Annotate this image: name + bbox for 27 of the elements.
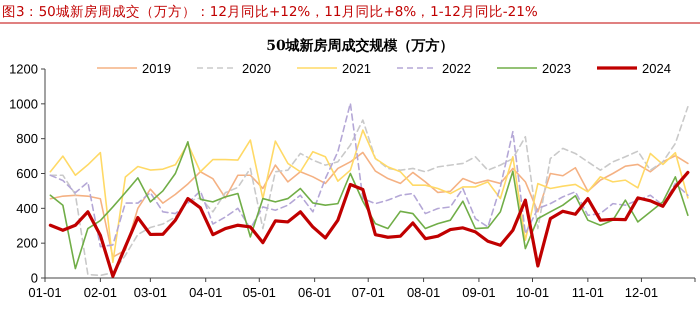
x-tick-label: 03-01: [134, 285, 167, 300]
x-tick-label: 07-01: [352, 285, 385, 300]
y-tick-label: 200: [16, 236, 38, 251]
y-tick-label: 0: [30, 270, 38, 286]
y-tick-label: 1000: [9, 96, 38, 112]
y-tick-label: 600: [16, 166, 38, 181]
x-tick-label: 06-01: [298, 285, 332, 300]
x-tick-label: 05-01: [242, 285, 276, 300]
legend-label: 2019: [142, 61, 171, 76]
x-tick-label: 11-01: [572, 285, 604, 300]
y-tick-label: 800: [16, 131, 38, 146]
chart-title: 图3：50城新房周成交（万方）：12月同比+12%，11月同比+8%，1-12月同比-21%: [2, 4, 538, 20]
x-tick-label: 12-01: [624, 285, 658, 300]
legend-label: 2023: [542, 61, 571, 76]
legend-label: 2022: [442, 61, 471, 76]
x-tick-label: 10-01: [516, 285, 550, 300]
x-tick-label: 02-01: [84, 285, 117, 300]
chart-subtitle: 50城新房周成交规模（万方）: [266, 37, 454, 54]
legend-label: 2020: [242, 61, 271, 76]
x-tick-label: 08-01: [406, 285, 440, 300]
legend-label: 2024: [642, 61, 671, 76]
legend-label: 2021: [342, 61, 371, 76]
y-tick-label: 400: [16, 200, 38, 216]
x-tick-label: 09-01: [462, 285, 496, 300]
x-tick-label: 04-01: [189, 285, 222, 300]
x-tick-label: 01-01: [28, 285, 62, 300]
y-tick-label: 1200: [9, 62, 38, 76]
